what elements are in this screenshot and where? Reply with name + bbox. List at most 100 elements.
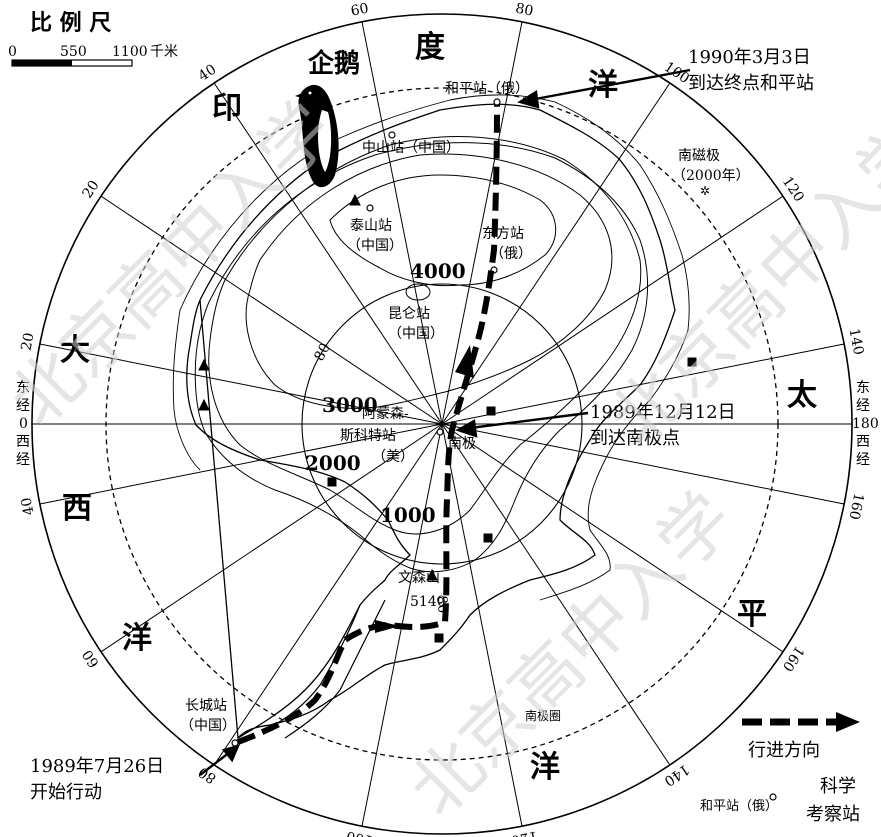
penguin-icon bbox=[295, 84, 339, 188]
meridian-label: 140 bbox=[661, 761, 692, 789]
antimeridian-label: 180 bbox=[852, 416, 879, 432]
zero-meridian-label: 0 bbox=[19, 416, 28, 432]
markers bbox=[198, 193, 697, 643]
contour-3000 bbox=[245, 153, 613, 409]
coast-offshore bbox=[172, 94, 690, 601]
contour-2000 bbox=[208, 136, 642, 535]
dongfang-label-2: （俄） bbox=[490, 246, 532, 262]
ocean-atlantic-1: 大 bbox=[60, 333, 90, 368]
longitude-label-left-2: 经 bbox=[16, 452, 30, 468]
meridian-line bbox=[361, 21, 443, 425]
inner-lat-label-bottom: 80 bbox=[433, 595, 451, 614]
ocean-pacific-1: 太 bbox=[787, 378, 818, 413]
scale-title: 比 例 尺 bbox=[30, 10, 111, 36]
inner-latitude-labels: 80 80 bbox=[311, 341, 450, 615]
meridian-label: 120 bbox=[779, 174, 807, 205]
amundsen-label-2: 斯科特站 bbox=[340, 428, 396, 444]
legend-route-label: 行进方向 bbox=[748, 740, 820, 761]
annotation-arrows bbox=[199, 68, 691, 776]
point-marker bbox=[687, 357, 697, 367]
heping-station-dot bbox=[493, 98, 501, 106]
coastline bbox=[186, 103, 676, 740]
meridian-line bbox=[441, 423, 845, 505]
point-marker bbox=[327, 477, 337, 487]
continent bbox=[172, 94, 690, 740]
kunlun-label-1: 昆仑站 bbox=[388, 306, 430, 322]
scale-unit: 千米 bbox=[150, 44, 178, 60]
legend-station-type-2: 考察站 bbox=[806, 804, 860, 825]
meridian-line bbox=[441, 21, 523, 425]
ocean-pacific-3: 洋 bbox=[530, 750, 560, 785]
pole-note: 到达南极点 bbox=[590, 428, 680, 449]
longitude-label-left: 经 bbox=[16, 398, 30, 414]
east-label-right: 东 bbox=[856, 380, 870, 396]
end-date: 1990年3月3日 bbox=[688, 47, 811, 68]
mountain-marker bbox=[198, 398, 210, 411]
zhongshan-station-dot bbox=[388, 131, 396, 139]
magnetic-pole-label-1: 南磁极 bbox=[678, 148, 720, 164]
meridian-line bbox=[441, 82, 671, 425]
magnetic-pole-symbol: ✲ bbox=[700, 184, 710, 198]
zhongshan-label: 中山站（中国） bbox=[362, 140, 460, 156]
meridian-label-group: 8010012014016016014012010080604020204060 bbox=[19, 1, 867, 837]
dongfang-label-1: 东方站 bbox=[482, 226, 524, 242]
scale-tick-550: 550 bbox=[60, 44, 87, 60]
meridian-line bbox=[39, 343, 443, 425]
vinson-marker bbox=[426, 568, 438, 581]
meridian-label: 160 bbox=[845, 492, 866, 521]
legend-station-dot bbox=[769, 793, 777, 801]
meridian-label: 60 bbox=[349, 1, 370, 20]
mountain-marker bbox=[198, 358, 210, 371]
meridian-line bbox=[39, 423, 443, 505]
meridian-label: 100 bbox=[345, 827, 374, 837]
meridian-line bbox=[213, 423, 443, 766]
route-arrow-head bbox=[455, 345, 474, 378]
contour-label-2000: 2000 bbox=[305, 451, 361, 475]
peninsula bbox=[264, 599, 386, 739]
contour-4000 bbox=[329, 174, 557, 287]
start-date: 1989年7月26日 bbox=[30, 756, 164, 777]
point-marker bbox=[434, 633, 444, 643]
point-marker bbox=[483, 533, 493, 543]
legend-station-example: 和平站（俄） bbox=[700, 799, 778, 814]
contour-label-1000: 1000 bbox=[380, 503, 436, 527]
event-annotations: 1990年3月3日 到达终点和平站 1989年12月12日 到达南极点 1989… bbox=[30, 47, 814, 803]
scale-tick-0: 0 bbox=[8, 44, 17, 60]
contour-1000 bbox=[194, 142, 648, 573]
contour-labels: 4000 3000 2000 1000 bbox=[305, 259, 466, 527]
east-label-left: 东 bbox=[16, 380, 30, 396]
taishan-label-2: （中国） bbox=[347, 238, 403, 254]
edge-labels: 东 经 0 西 经 东 经 180 西 经 bbox=[16, 380, 879, 468]
amundsen-label-1: 阿蒙森- bbox=[362, 406, 409, 422]
meridian-label: 40 bbox=[19, 496, 38, 517]
ocean-indian-1: 印 bbox=[212, 91, 242, 126]
antarctic-circle-label: 南极圈 bbox=[525, 708, 561, 723]
expedition-route bbox=[236, 104, 500, 745]
meridian-line bbox=[441, 423, 784, 653]
ocean-indian-3: 洋 bbox=[588, 68, 618, 103]
inner-lat-label-top: 80 bbox=[311, 341, 333, 364]
meridian-line bbox=[441, 423, 523, 827]
kunlun-dome bbox=[405, 283, 431, 301]
meridian-label: 160 bbox=[779, 643, 807, 674]
meridian-label: 80 bbox=[514, 1, 535, 20]
changcheng-label-1: 长城站 bbox=[185, 698, 227, 714]
route-arrow-head bbox=[375, 620, 400, 633]
legend: 行进方向 和平站（俄） 科学 考察站 bbox=[700, 740, 860, 825]
taishan-station-dot bbox=[366, 204, 374, 212]
contour-label-4000: 4000 bbox=[410, 259, 466, 283]
west-label-left: 西 bbox=[16, 434, 30, 450]
changcheng-label-2: （中国） bbox=[180, 718, 236, 734]
amundsen-station-dot bbox=[436, 428, 444, 436]
heping-label: 和平站（俄） bbox=[445, 81, 529, 97]
ocean-pacific-2: 平 bbox=[737, 597, 767, 632]
meridian-label: 140 bbox=[845, 327, 866, 356]
longitude-label-right-2: 经 bbox=[856, 452, 870, 468]
meridian-label: 120 bbox=[510, 827, 539, 837]
longitude-label-right: 经 bbox=[856, 398, 870, 414]
point-marker bbox=[486, 406, 496, 416]
ocean-atlantic-3: 洋 bbox=[122, 621, 152, 656]
vinson-label-1: 文森山 bbox=[398, 570, 440, 586]
kunlun-label-2: （中国） bbox=[388, 326, 444, 342]
